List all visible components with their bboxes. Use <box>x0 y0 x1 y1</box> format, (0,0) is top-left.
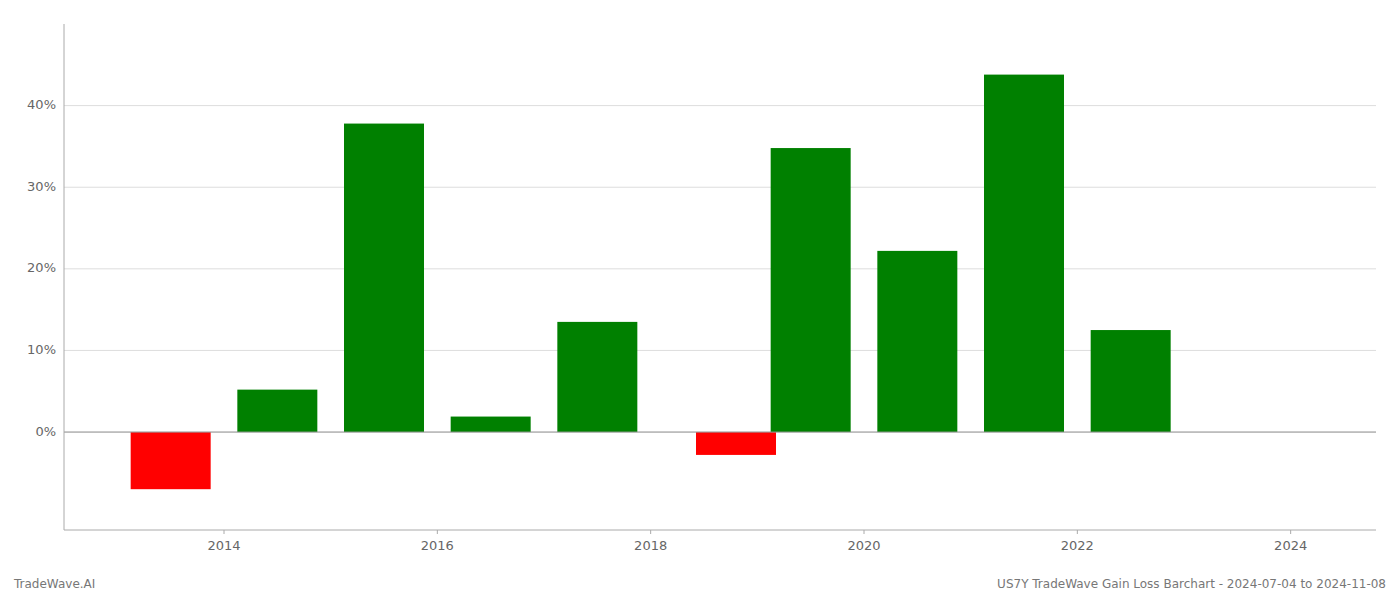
chart-svg: 0% 10% 20% 30% 40% 2014 2016 2018 2020 2022 2024 Tr… <box>0 0 1400 600</box>
grid-line <box>64 105 1376 106</box>
y-tick-label: 20% <box>27 260 56 275</box>
grid-line <box>64 432 1376 433</box>
x-tick <box>1290 530 1291 534</box>
x-tick-label: 2024 <box>1274 538 1307 553</box>
bar <box>877 251 957 432</box>
x-tick-label: 2020 <box>847 538 880 553</box>
footer-left: TradeWave.AI <box>13 577 95 591</box>
x-axis-line <box>64 530 1376 531</box>
grid-line <box>64 268 1376 269</box>
chart-container: 0% 10% 20% 30% 40% 2014 2016 2018 2020 2022 2024 Tr… <box>0 0 1400 600</box>
x-tick <box>437 530 438 534</box>
grid-line <box>64 350 1376 351</box>
bar <box>984 75 1064 432</box>
y-tick-label: 0% <box>35 424 56 439</box>
y-tick-label: 40% <box>27 97 56 112</box>
zero-line <box>64 432 1376 433</box>
y-tick-label: 10% <box>27 342 56 357</box>
y-axis-line <box>64 24 65 530</box>
grid-line <box>64 187 1376 188</box>
bar <box>771 148 851 432</box>
bar <box>451 417 531 433</box>
bar <box>344 124 424 432</box>
x-tick <box>650 530 651 534</box>
x-tick-label: 2014 <box>207 538 240 553</box>
bar <box>557 322 637 432</box>
bar <box>131 432 211 489</box>
bars <box>131 75 1171 490</box>
x-tick <box>1077 530 1078 534</box>
bar <box>237 390 317 432</box>
grid <box>64 106 1376 432</box>
bar <box>1091 330 1171 432</box>
y-tick-label: 30% <box>27 179 56 194</box>
x-tick-label: 2016 <box>421 538 454 553</box>
x-tick-label: 2018 <box>634 538 667 553</box>
footer-right: US7Y TradeWave Gain Loss Barchart - 2024… <box>997 577 1386 591</box>
x-tick-label: 2022 <box>1061 538 1094 553</box>
bar <box>696 432 776 455</box>
x-tick <box>224 530 225 534</box>
x-tick <box>864 530 865 534</box>
